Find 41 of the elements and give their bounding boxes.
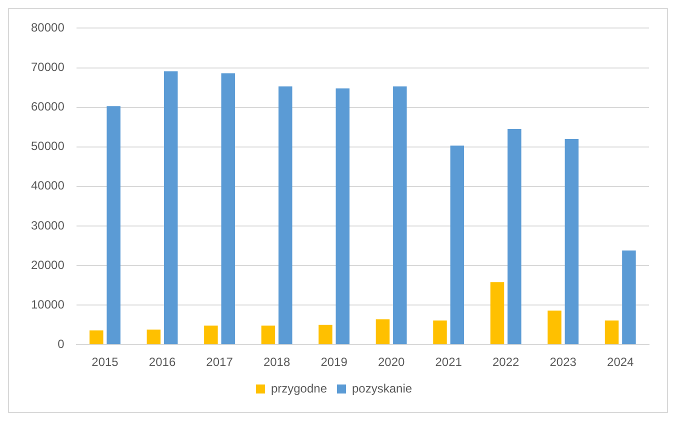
x-tick-label: 2024 xyxy=(607,355,634,370)
bar xyxy=(450,146,464,344)
y-tick-label: 0 xyxy=(58,336,65,351)
bar xyxy=(376,319,390,344)
bar xyxy=(90,330,104,344)
y-tick-label: 30000 xyxy=(30,218,65,232)
bar xyxy=(433,320,447,344)
y-tick-label: 60000 xyxy=(30,100,65,114)
bar xyxy=(146,330,161,344)
bar xyxy=(318,324,332,344)
bar xyxy=(204,326,218,344)
x-tick-label: 2023 xyxy=(550,355,577,370)
x-tick-label: 2020 xyxy=(378,355,405,370)
bar xyxy=(221,73,235,344)
legend-label: przygodne xyxy=(270,381,328,396)
bar xyxy=(548,310,562,344)
x-tick-label: 2017 xyxy=(206,355,234,370)
bar xyxy=(622,250,636,344)
x-tick-label: 2015 xyxy=(92,355,119,370)
y-tick-label: 10000 xyxy=(30,297,65,312)
y-tick-label: 40000 xyxy=(30,178,65,193)
x-tick-label: 2021 xyxy=(435,355,462,370)
bar xyxy=(564,138,579,344)
x-tick-label: 2018 xyxy=(263,355,290,370)
x-tick-label: 2016 xyxy=(148,355,176,370)
y-tick-label: 20000 xyxy=(30,258,65,272)
x-tick-label: 2019 xyxy=(320,355,348,370)
x-tick-label: 2022 xyxy=(492,355,520,370)
bar xyxy=(508,129,522,344)
bar xyxy=(261,326,276,344)
legend-label: pozyskanie xyxy=(352,381,412,396)
y-tick-label: 50000 xyxy=(30,139,65,154)
bar xyxy=(336,88,350,344)
bar xyxy=(490,282,504,344)
bar xyxy=(604,320,619,344)
y-tick-label: 80000 xyxy=(30,20,65,35)
y-tick-label: 70000 xyxy=(30,60,65,74)
bar xyxy=(164,71,178,344)
bar xyxy=(393,86,407,344)
bar xyxy=(106,106,120,344)
bar xyxy=(278,86,292,344)
